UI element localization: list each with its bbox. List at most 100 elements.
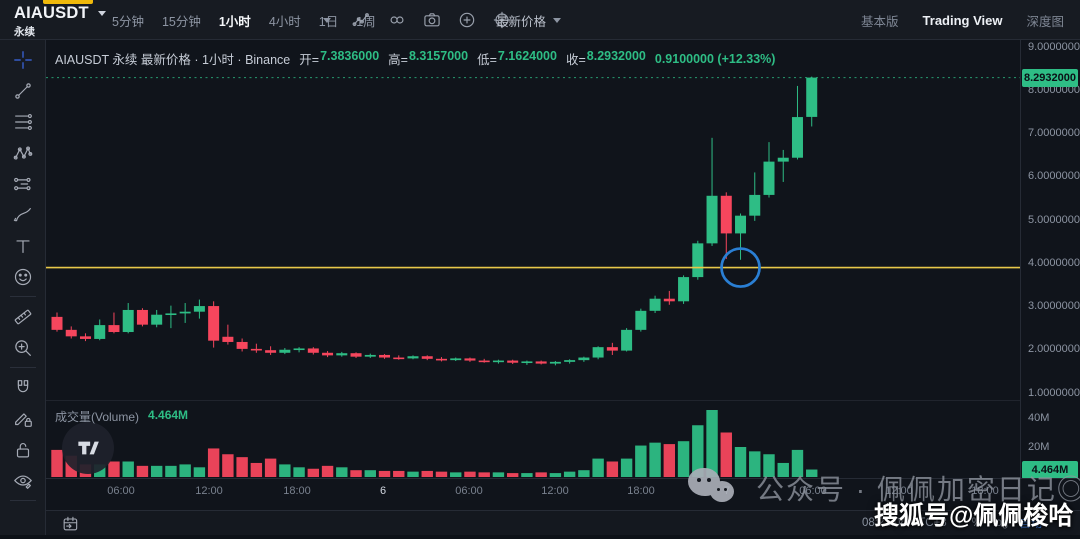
timeframe-1小时[interactable]: 1小时: [218, 14, 251, 29]
contract-type-label: 永续: [14, 26, 35, 38]
crosshair-tool-button[interactable]: [6, 44, 40, 75]
volume-bar: [407, 471, 419, 477]
price-axis[interactable]: 9.0000000 8.0000000 7.0000000 6.0000000 5.00…: [1020, 40, 1080, 479]
change-value: 0.9100000 (+12.33%): [654, 51, 776, 66]
legend-title: AIAUSDT 永续 最新价格 · 1小时 · Binance: [55, 53, 291, 67]
time-tick-label: 18:00: [283, 485, 311, 497]
time-axis[interactable]: 06:00 12:00 18:00 6 06:00 12:00 18:00 7 06:00 12:…: [46, 478, 1080, 510]
brush-tool-button[interactable]: [6, 199, 40, 230]
timeframe-more-chevron-icon[interactable]: [323, 18, 331, 23]
candle: [250, 348, 262, 351]
auto-scale-button[interactable]: 自动: [1019, 518, 1043, 530]
target-icon[interactable]: [492, 10, 512, 30]
volume-bar: [321, 465, 334, 477]
chart-canvas[interactable]: AIAUSDT 永续 最新价格 · 1小时 · Binance 开= 7.3836…: [46, 40, 1020, 478]
stay-in-drawing-mode-button[interactable]: [6, 403, 40, 434]
timeframe-5分钟[interactable]: 5分钟: [112, 14, 144, 29]
candle: [706, 195, 718, 244]
go-to-date-icon[interactable]: [60, 514, 82, 533]
volume-bar: [307, 468, 320, 477]
candle: [79, 336, 91, 339]
emoji-tool-button[interactable]: [6, 261, 40, 292]
volume-bar: [122, 461, 134, 477]
price-tick-label: 9.0000000: [1028, 40, 1080, 53]
candle: [151, 314, 163, 325]
volume-bar: [364, 470, 376, 477]
percent-scale-button[interactable]: %: [971, 517, 982, 529]
compare-icon[interactable]: [387, 10, 407, 30]
candle: [621, 329, 633, 351]
time-tick-label: 12:00: [541, 485, 569, 497]
header-bar: AIAUSDT 永续 5分钟 15分钟 1小时 4小时 1日 1周 最新价格 基本版 Tr…: [0, 0, 1080, 40]
volume-bar: [193, 467, 206, 477]
footer-divider: |: [957, 517, 961, 529]
fib-retracement-tool-button[interactable]: [6, 106, 40, 137]
candle: [549, 361, 561, 364]
volume-bar: [706, 410, 718, 477]
lock-drawings-button[interactable]: [6, 434, 40, 465]
candle: [65, 329, 77, 337]
volume-bar: [649, 442, 661, 477]
volume-bar: [165, 465, 177, 477]
circle-annotation[interactable]: [720, 247, 761, 288]
price-tick-label: 5.0000000: [1028, 213, 1080, 226]
timeframe-15分钟[interactable]: 15分钟: [161, 14, 201, 29]
high-label: 高=: [388, 53, 408, 67]
volume-bar: [378, 470, 391, 477]
toolbar-divider: [9, 500, 36, 501]
symbol-selector[interactable]: AIAUSDT 永续: [14, 4, 107, 39]
volume-bar: [734, 447, 747, 477]
candle: [165, 313, 177, 316]
magnet-button[interactable]: [6, 372, 40, 403]
candle: [735, 215, 747, 234]
xabcd-pattern-tool-button[interactable]: [6, 137, 40, 168]
projection-tool-button[interactable]: [6, 168, 40, 199]
zoom-in-button[interactable]: [6, 332, 40, 363]
candle: [692, 243, 704, 278]
volume-bar: [136, 465, 149, 477]
time-tick-label: 06:00: [455, 485, 483, 497]
volume-bar: [606, 461, 619, 477]
candle: [179, 311, 191, 314]
link-basic-version[interactable]: 基本版: [861, 14, 899, 29]
indicators-icon[interactable]: [352, 10, 372, 30]
candle: [507, 360, 519, 363]
price-tick-label: 3.0000000: [1028, 300, 1080, 312]
price-tick-label: 6.0000000: [1028, 170, 1080, 183]
candle: [435, 358, 447, 361]
volume-bar: [108, 461, 120, 477]
candle: [265, 350, 277, 353]
log-scale-button[interactable]: log: [992, 517, 1009, 529]
volume-bar: [236, 457, 248, 477]
link-depth-chart[interactable]: 深度图: [1026, 14, 1064, 29]
candle: [193, 306, 205, 312]
volume-bar: [450, 472, 462, 477]
time-tick-label: 7: [723, 485, 731, 497]
trend-line-tool-button[interactable]: [6, 75, 40, 106]
measure-ruler-button[interactable]: [6, 301, 40, 332]
price-mode-dropdown[interactable]: 最新价格: [496, 0, 562, 40]
close-value: 8.2932000: [586, 49, 646, 63]
camera-icon[interactable]: [422, 10, 442, 30]
timeframe-4小时[interactable]: 4小时: [268, 14, 301, 29]
add-circle-icon[interactable]: [457, 10, 477, 30]
text-tool-button[interactable]: [6, 230, 40, 261]
volume-bar: [421, 470, 433, 477]
low-label: 低=: [477, 53, 497, 67]
candle: [450, 358, 462, 361]
hide-drawings-button[interactable]: [6, 465, 40, 496]
candle: [592, 347, 604, 358]
link-tradingview[interactable]: Trading View: [922, 12, 1003, 28]
candlestick-chart[interactable]: [46, 40, 1020, 478]
time-tick-label: 12:00: [195, 485, 223, 497]
candle: [749, 194, 761, 216]
candle: [222, 336, 234, 342]
clock-utc[interactable]: 08:22:04 UTC+8: [862, 517, 947, 529]
candle: [51, 316, 63, 330]
timeframe-1周[interactable]: 1周: [356, 14, 376, 29]
volume-bar: [506, 473, 519, 477]
volume-bar: [763, 454, 775, 477]
candle: [777, 157, 789, 162]
header-icon-group: [352, 0, 512, 40]
